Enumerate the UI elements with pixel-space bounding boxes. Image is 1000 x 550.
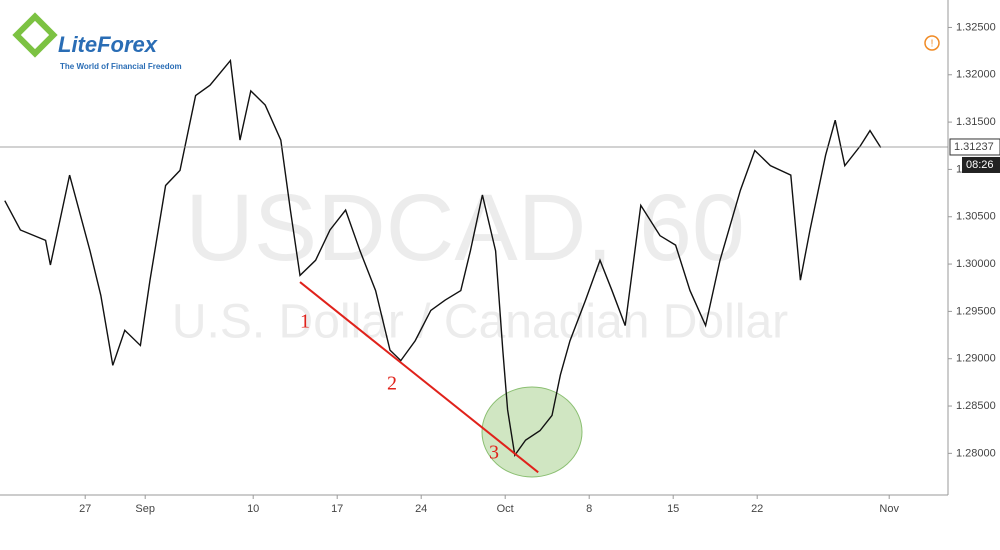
y-tick-label: 1.28000: [956, 447, 996, 459]
x-tick-label: 8: [586, 503, 592, 515]
x-tick-label: Sep: [135, 503, 155, 515]
y-tick-label: 1.31500: [956, 116, 996, 128]
alert-icon[interactable]: [924, 35, 940, 51]
wave-label: 3: [489, 442, 499, 464]
wave-label: 1: [300, 311, 310, 333]
y-tick-label: 1.28500: [956, 400, 996, 412]
watermark-symbol: USDCAD, 60: [185, 175, 745, 281]
watermark-name: U.S. Dollar / Canadian Dollar: [172, 296, 788, 349]
y-tick-label: 1.29500: [956, 305, 996, 317]
time-box: [962, 156, 1000, 173]
logo-icon: [12, 12, 58, 58]
current-price-label: 1.31237: [954, 141, 994, 153]
x-tick-label: 15: [667, 503, 679, 515]
y-tick-label: 1.30000: [956, 258, 996, 270]
current-price-box: [949, 138, 1000, 156]
y-tick-label: 1.32000: [956, 69, 996, 81]
wave-label: 2: [387, 373, 397, 395]
x-tick-label: 22: [751, 503, 763, 515]
y-tick-label: 1.32500: [956, 21, 996, 33]
x-tick-label: Oct: [497, 503, 514, 515]
x-tick-label: 10: [247, 503, 259, 515]
x-tick-label: 17: [331, 503, 343, 515]
y-tick-label: 1.30500: [956, 211, 996, 223]
x-tick-label: 24: [415, 503, 427, 515]
time-label: 08:26: [966, 159, 994, 171]
logo-brand: LiteForex: [58, 32, 158, 57]
y-tick-label: 1.29000: [956, 353, 996, 365]
x-tick-label: Nov: [879, 503, 899, 515]
alert-mark: !: [931, 39, 934, 50]
price-line: [4, 58, 882, 458]
logo-tagline: The World of Financial Freedom: [60, 62, 182, 71]
trendline: [299, 281, 539, 474]
x-tick-label: 27: [79, 503, 91, 515]
logo: LiteForex The World of Financial Freedom: [12, 12, 182, 71]
